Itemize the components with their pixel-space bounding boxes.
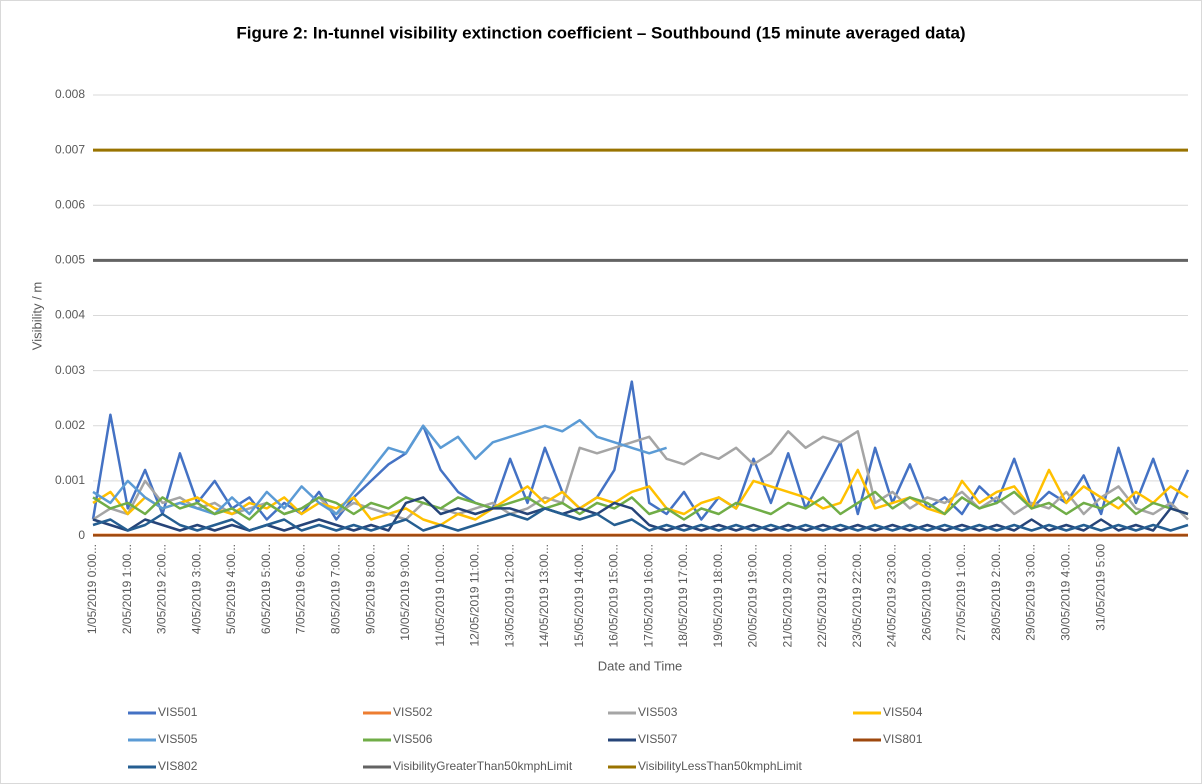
y-tick-label: 0.005 <box>55 253 85 267</box>
x-tick-label: 9/05/2019 8:00... <box>363 544 377 634</box>
legend-label: VisibilityLessThan50kmphLimit <box>638 759 803 773</box>
x-tick-label: 8/05/2019 7:00... <box>329 544 343 634</box>
x-tick-label: 4/05/2019 3:00... <box>189 544 203 634</box>
legend-label: VIS506 <box>393 732 433 746</box>
series-line <box>92 490 1189 521</box>
x-tick-label: 17/05/2019 16:00... <box>641 544 655 647</box>
x-tick-label: 10/05/2019 9:00... <box>398 544 412 641</box>
legend-label: VIS507 <box>638 732 678 746</box>
x-tick-label: 28/05/2019 2:00... <box>989 544 1003 641</box>
x-tick-label: 23/05/2019 22:00... <box>850 544 864 647</box>
x-tick-label: 12/05/2019 11:00... <box>468 544 482 647</box>
legend-label: VIS501 <box>158 705 198 719</box>
x-tick-label: 1/05/2019 0:00... <box>85 544 99 634</box>
y-tick-label: 0.004 <box>55 308 85 322</box>
x-tick-label: 15/05/2019 14:00... <box>572 544 586 647</box>
x-tick-label: 21/05/2019 20:00... <box>780 544 794 647</box>
x-tick-label: 26/05/2019 0:00... <box>919 544 933 641</box>
x-tick-label: 22/05/2019 21:00... <box>815 544 829 647</box>
x-tick-label: 16/05/2019 15:00... <box>607 544 621 647</box>
x-tick-label: 29/05/2019 3:00... <box>1024 544 1038 641</box>
x-tick-label: 31/05/2019 5:00 <box>1093 544 1107 631</box>
legend-label: VIS505 <box>158 732 198 746</box>
series-line <box>91 380 1190 521</box>
x-tick-label: 14/05/2019 13:00... <box>537 544 551 647</box>
x-axis-label: Date and Time <box>598 658 683 673</box>
legend-label: VIS503 <box>638 705 678 719</box>
x-tick-label: 11/05/2019 10:00... <box>433 544 447 647</box>
x-tick-label: 13/05/2019 12:00... <box>502 544 516 647</box>
x-tick-label: 30/05/2019 4:00... <box>1059 544 1073 641</box>
legend-label: VIS504 <box>883 705 923 719</box>
y-tick-label: 0.001 <box>55 473 85 487</box>
y-tick-label: 0.007 <box>55 142 85 156</box>
legend-label: VIS802 <box>158 759 198 773</box>
y-tick-label: 0.008 <box>55 87 85 101</box>
x-tick-label: 19/05/2019 18:00... <box>711 544 725 647</box>
x-tick-label: 2/05/2019 1:00... <box>120 544 134 634</box>
x-tick-label: 3/05/2019 2:00... <box>155 544 169 634</box>
legend-label: VIS502 <box>393 705 433 719</box>
x-tick-label: 18/05/2019 17:00... <box>676 544 690 647</box>
x-tick-label: 24/05/2019 23:00... <box>885 544 899 647</box>
y-tick-label: 0.003 <box>55 363 85 377</box>
y-tick-label: 0 <box>78 528 85 542</box>
legend-label: VIS801 <box>883 732 923 746</box>
x-tick-label: 27/05/2019 1:00... <box>954 544 968 641</box>
y-tick-label: 0.006 <box>55 197 85 211</box>
series-line <box>92 468 1189 527</box>
chart-title: Figure 2: In-tunnel visibility extinctio… <box>236 23 965 42</box>
legend-label: VisibilityGreaterThan50kmphLimit <box>393 759 573 773</box>
series-line <box>92 507 1189 532</box>
x-tick-label: 7/05/2019 6:00... <box>294 544 308 634</box>
x-tick-label: 5/05/2019 4:00... <box>224 544 238 634</box>
y-tick-label: 0.002 <box>55 418 85 432</box>
x-tick-label: 20/05/2019 19:00... <box>746 544 760 647</box>
x-tick-label: 6/05/2019 5:00... <box>259 544 273 634</box>
y-axis-label: Visibility / m <box>29 282 44 350</box>
